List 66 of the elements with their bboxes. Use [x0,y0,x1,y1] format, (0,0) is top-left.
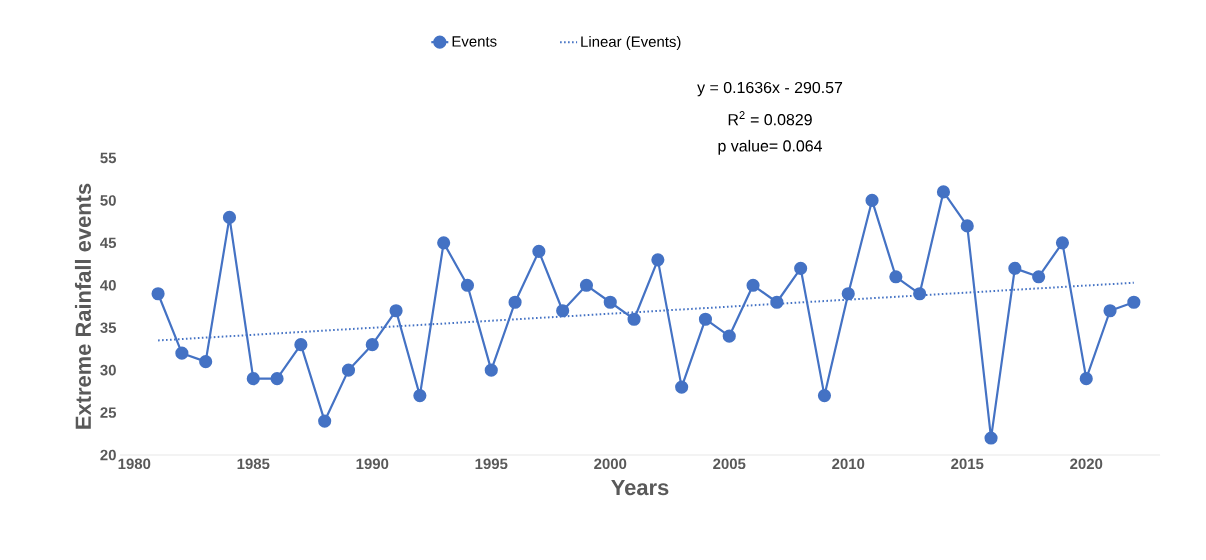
point [199,355,213,369]
point [270,372,284,386]
point [865,193,879,208]
point [1079,372,1093,386]
point [460,278,475,292]
point [960,219,974,233]
y-tick-label: 25 [100,407,117,418]
y-tick-label: 35 [100,322,117,334]
point [151,287,165,301]
point [913,287,927,301]
point [1055,236,1070,250]
point [437,236,451,250]
point [579,278,594,292]
x-tick-label: 2020 [1070,458,1103,470]
point [675,380,689,394]
point [841,287,855,301]
point [341,363,356,377]
point [936,185,951,199]
point [627,312,641,326]
point [175,346,189,360]
y-tick-label: 20 [100,449,116,461]
x-tick-label: 2010 [832,458,865,470]
text: y = 0.1636x - 290.57 [697,81,843,97]
point [817,389,832,403]
point [722,329,736,343]
point [246,372,260,386]
y-tick-label: 30 [100,364,116,376]
x-axis-title: Years [611,479,669,496]
point [794,261,808,275]
x-tick-label: 1980 [118,458,151,470]
point [484,363,498,377]
point [1008,261,1022,275]
point [222,210,237,224]
point [889,270,903,284]
text: R$^{2}$ = 0.0829 [728,111,812,126]
point [770,295,784,309]
point [508,295,522,309]
x-tick-label: 1995 [475,458,508,470]
point [984,431,998,445]
x-tick-label: 2000 [594,458,627,470]
x-tick-label: 1985 [237,458,270,470]
y-tick-label: 50 [100,195,116,206]
point [556,304,570,318]
y-axis-title: Extreme Rainfall events [74,183,92,429]
point [389,304,403,318]
point [294,338,308,352]
point [365,338,379,352]
legend-label: Events [452,36,497,47]
legend-label: Linear (Events) [581,36,681,50]
point [603,295,617,309]
x-tick-label: 1990 [356,458,389,470]
y-tick-label: 55 [100,152,117,164]
point [318,414,332,428]
point [746,278,760,292]
y-tick-label: 40 [100,279,116,291]
point [651,253,665,267]
point [1032,270,1046,284]
y-tick-label: 45 [100,237,117,249]
point [413,389,427,403]
point [1127,295,1141,309]
x-tick-label: 2015 [951,458,984,470]
x-tick-label: 2005 [713,458,746,470]
point [532,244,546,258]
point [698,312,713,326]
point [1103,304,1117,318]
text: p value= 0.064 [718,139,823,155]
